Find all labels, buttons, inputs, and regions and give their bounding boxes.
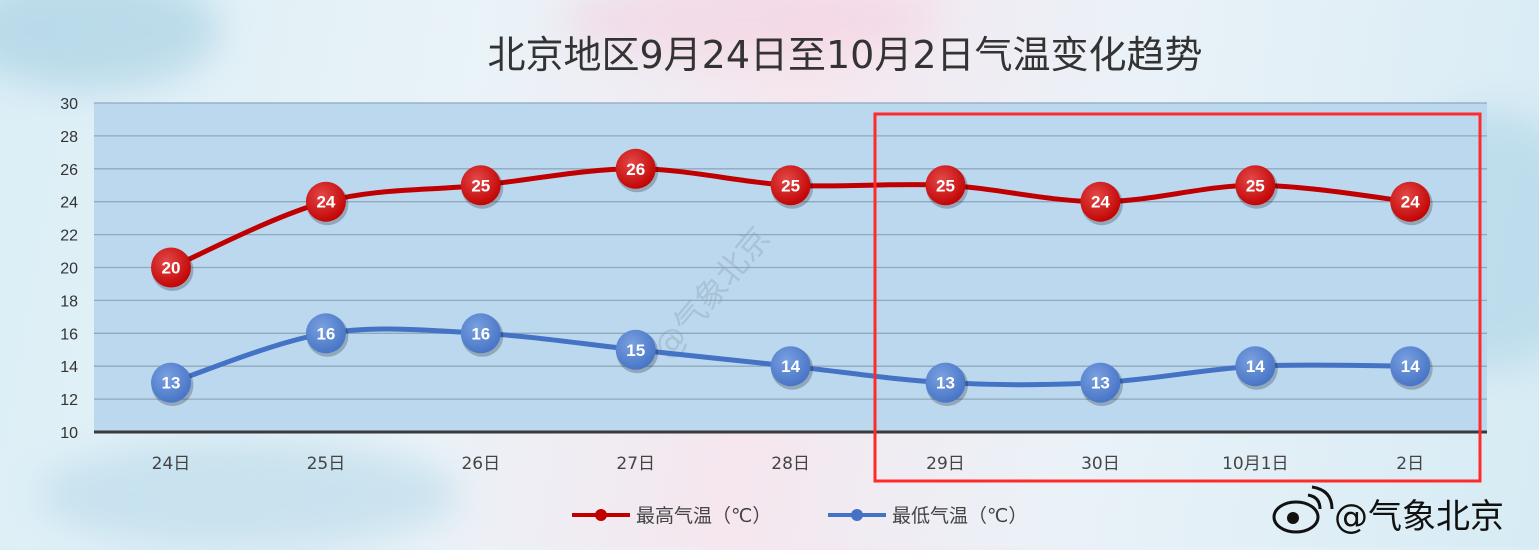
y-tick-label: 10 bbox=[60, 425, 78, 442]
data-point bbox=[460, 313, 501, 354]
legend-label-high: 最高气温（℃） bbox=[636, 505, 771, 527]
data-label: 13 bbox=[936, 374, 955, 393]
data-label: 14 bbox=[1246, 357, 1265, 376]
data-point bbox=[460, 165, 501, 206]
data-label: 14 bbox=[1401, 357, 1420, 376]
data-point bbox=[615, 329, 656, 370]
y-tick-label: 30 bbox=[60, 96, 78, 113]
x-tick-label: 2日 bbox=[1396, 454, 1424, 474]
data-label: 13 bbox=[1091, 374, 1110, 393]
data-point bbox=[305, 181, 346, 222]
data-label: 24 bbox=[1091, 193, 1110, 212]
y-tick-label: 18 bbox=[60, 293, 78, 310]
data-point bbox=[1390, 181, 1431, 222]
y-tick-label: 12 bbox=[60, 392, 78, 409]
data-label: 13 bbox=[162, 374, 181, 393]
x-axis: 24日 25日 26日 27日 28日 29日 30日 10月1日 2日 bbox=[152, 454, 1424, 474]
data-point bbox=[925, 165, 966, 206]
data-point bbox=[1080, 362, 1121, 403]
x-tick-label: 10月1日 bbox=[1222, 454, 1288, 474]
data-point bbox=[151, 362, 191, 403]
data-label: 14 bbox=[781, 357, 800, 376]
y-axis: 10 12 14 16 18 20 22 24 26 28 30 bbox=[60, 96, 78, 442]
y-tick-label: 14 bbox=[60, 359, 78, 376]
data-label: 25 bbox=[936, 176, 955, 195]
data-point bbox=[770, 165, 811, 206]
data-label: 25 bbox=[1246, 176, 1265, 195]
data-point bbox=[1235, 346, 1276, 387]
highlight-box bbox=[873, 112, 1482, 483]
legend-label-low: 最低气温（℃） bbox=[892, 505, 1027, 527]
data-point bbox=[1235, 165, 1276, 206]
data-point bbox=[925, 362, 966, 403]
data-label: 20 bbox=[162, 259, 181, 278]
y-tick-label: 26 bbox=[60, 162, 78, 179]
data-label: 25 bbox=[471, 176, 490, 195]
x-tick-label: 26日 bbox=[461, 454, 500, 474]
data-label: 26 bbox=[626, 160, 645, 179]
data-point bbox=[1390, 346, 1431, 387]
y-tick-label: 16 bbox=[60, 326, 78, 343]
data-point bbox=[151, 247, 191, 288]
x-tick-label: 24日 bbox=[152, 454, 191, 474]
x-tick-label: 29日 bbox=[926, 454, 965, 474]
x-tick-label: 28日 bbox=[771, 454, 810, 474]
x-tick-label: 30日 bbox=[1081, 454, 1120, 474]
data-point bbox=[305, 313, 346, 354]
data-label: 24 bbox=[316, 193, 335, 212]
x-tick-label: 25日 bbox=[307, 454, 346, 474]
data-label: 24 bbox=[1401, 193, 1420, 212]
data-label: 25 bbox=[781, 176, 800, 195]
data-point bbox=[770, 346, 811, 387]
data-point bbox=[615, 148, 656, 189]
legend-marker-low bbox=[851, 509, 863, 521]
series-layer: 20 24 25 26 25 25 24 25 24 13 16 16 15 14 13 13 14 14 bbox=[151, 148, 1433, 407]
y-tick-label: 22 bbox=[60, 228, 78, 245]
legend-marker-high bbox=[595, 509, 607, 521]
y-tick-label: 28 bbox=[60, 129, 78, 146]
x-tick-label: 27日 bbox=[616, 454, 655, 474]
data-point bbox=[1080, 181, 1121, 222]
y-tick-label: 24 bbox=[60, 195, 78, 212]
y-tick-label: 20 bbox=[60, 261, 78, 278]
data-label: 15 bbox=[626, 341, 645, 360]
chart-title: 北京地区9月24日至10月2日气温变化趋势 bbox=[487, 33, 1202, 77]
data-label: 16 bbox=[471, 324, 490, 343]
watermark-corner: @气象北京 bbox=[1272, 485, 1504, 537]
legend: 最高气温（℃） 最低气温（℃） bbox=[572, 505, 1027, 527]
watermark-corner-text: @气象北京 bbox=[1334, 497, 1504, 537]
weibo-icon bbox=[1272, 485, 1334, 534]
data-label: 16 bbox=[316, 324, 335, 343]
